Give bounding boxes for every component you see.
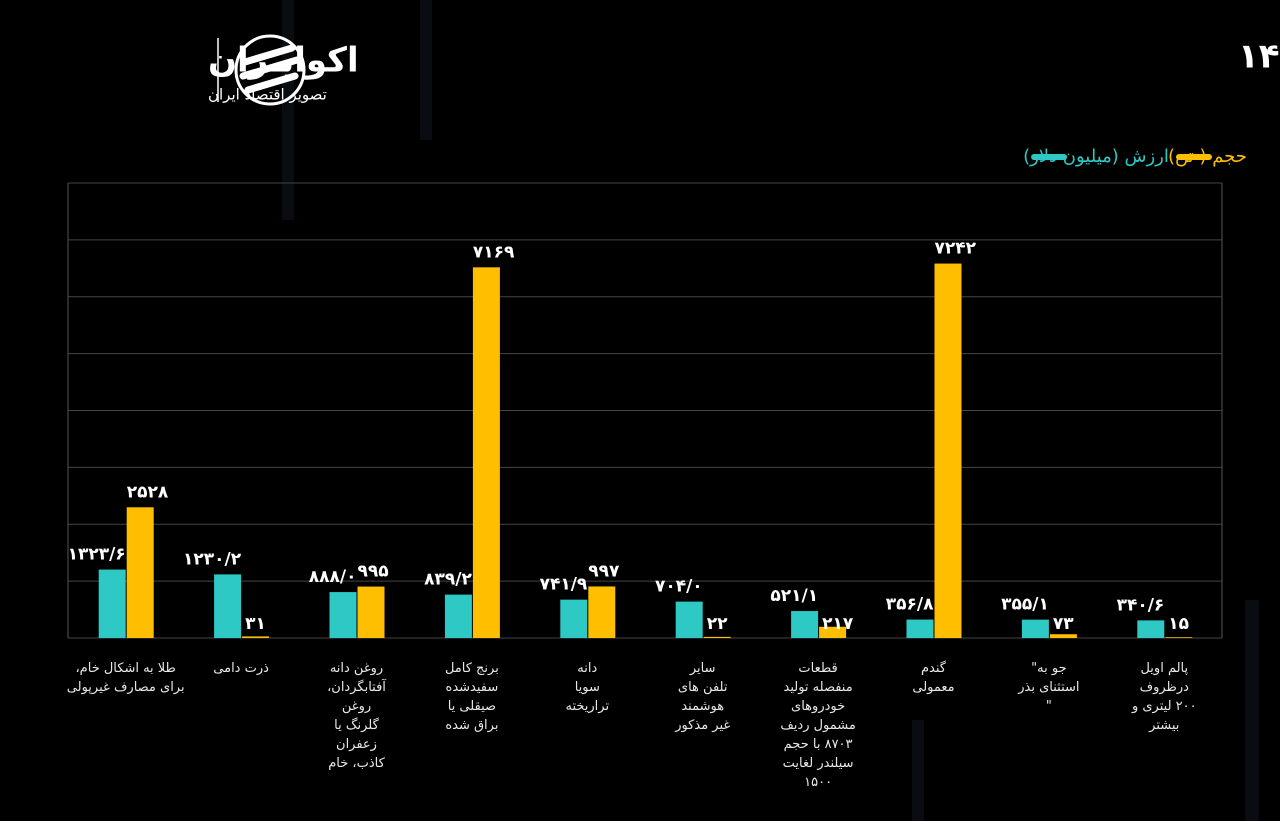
legend-swatch [1176, 154, 1212, 160]
brand-tagline: تصویر اقتصاد ایران [208, 86, 327, 104]
bar [1021, 619, 1049, 638]
value-label: ۱۵ [1168, 614, 1189, 634]
value-label: ۵۲۱/۱ [770, 586, 818, 606]
value-label: ۱۳۲۳/۶ [68, 545, 126, 565]
value-label: ۷۰۴/۰ [655, 577, 703, 597]
x-tick-label: گندم معمولی [912, 660, 954, 695]
value-label: ۷۱۶۹ [473, 242, 515, 262]
bar [675, 601, 703, 638]
bar [357, 586, 385, 638]
bar [934, 263, 962, 638]
value-label: ۳۴۰/۶ [1117, 595, 1165, 615]
value-label: ۳۵۵/۱ [1001, 595, 1049, 615]
x-tick-label: روغن دانه آفتابگردان، روغن گلرنگ یا زعفران کا… [327, 661, 387, 771]
value-label: ۷۳ [1053, 614, 1074, 634]
x-tick-label: ذرت دامی [213, 661, 269, 676]
logo-mark [234, 34, 306, 106]
bar [588, 586, 616, 638]
bar [1165, 637, 1193, 638]
value-label: ۷۴۱/۹ [540, 575, 588, 595]
x-tick-label: طلا به اشکال خام، برای مصارف غیرپولی [67, 661, 185, 695]
bar [98, 569, 126, 638]
bar [472, 267, 500, 638]
value-label: ۹۹۷ [588, 561, 620, 581]
x-tick-label: پالم اویل درظروف ۲۰۰ لیتری و بیشتر [1131, 661, 1197, 733]
value-label: ۸۸۸/۰ [309, 567, 357, 587]
bar [1137, 620, 1165, 638]
x-tick-label: جو به" استثنای بذر " [1017, 661, 1079, 714]
value-label: ۳۱ [245, 614, 266, 634]
value-label: ۲۲ [707, 614, 728, 634]
legend-swatch [1031, 154, 1068, 160]
bar [214, 574, 242, 638]
brand-name: اکوایـران [208, 41, 359, 81]
logo: اکوایـران تصویر اقتصاد ایران [208, 34, 359, 106]
x-tick-label: قطعات منفصله تولید خودروهای مشمول ردیف ۸۷۰۳ … [780, 661, 856, 790]
bar [242, 636, 270, 638]
decoration [282, 0, 1259, 821]
value-label: ۸۳۹/۲ [424, 570, 472, 590]
value-label: ۷۲۴۲ [935, 239, 977, 259]
value-label: ۹۹۵ [358, 562, 389, 582]
value-label: ۲۵۲۸ [127, 482, 169, 502]
x-tick-label: دانه سویا تراریخته [566, 661, 610, 714]
bar [819, 626, 847, 638]
bar [126, 507, 154, 638]
x-tick-label: سایر تلفن های هوشمند غیر مذکور [674, 661, 730, 733]
x-tick-label: برنج کامل سفیدشده صیقلی یا براق شده [445, 661, 499, 733]
legend-label: ارزش (میلیون دلار) [1023, 146, 1169, 167]
bar [703, 636, 731, 638]
chart-title: ۱۰قلم کالای اول وارداتی در ۵ ماه ۱۴۰۴ [1238, 37, 1280, 77]
bar [329, 592, 357, 638]
value-label: ۳۵۶/۸ [886, 595, 934, 615]
bar [791, 611, 819, 638]
bar [560, 599, 588, 638]
bar [1049, 634, 1077, 638]
bar [906, 619, 934, 638]
bar [444, 594, 472, 638]
legend-label: حجم ( تن) [1168, 146, 1247, 167]
logo-stripes [239, 44, 301, 94]
value-label: ۱۲۳۰/۲ [183, 549, 242, 569]
value-label: ۲۱۷ [822, 614, 854, 634]
